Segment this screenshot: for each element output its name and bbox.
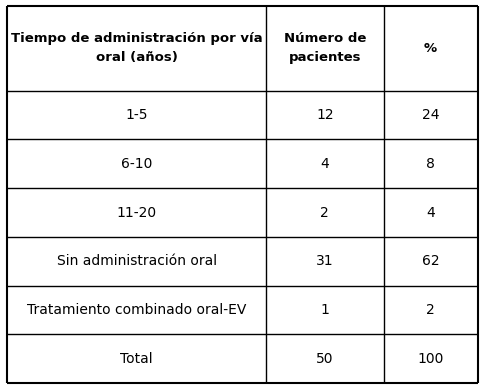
Text: Sin administración oral: Sin administración oral xyxy=(57,254,216,268)
Text: 4: 4 xyxy=(320,157,329,171)
Text: 2: 2 xyxy=(425,303,434,317)
Text: 11-20: 11-20 xyxy=(116,205,156,219)
Text: 31: 31 xyxy=(316,254,333,268)
Text: 50: 50 xyxy=(316,352,333,366)
Text: 12: 12 xyxy=(316,108,333,122)
Text: %: % xyxy=(423,42,437,55)
Text: 2: 2 xyxy=(320,205,329,219)
Text: 6-10: 6-10 xyxy=(121,157,152,171)
Text: Total: Total xyxy=(120,352,152,366)
Text: 1: 1 xyxy=(320,303,329,317)
Text: Tiempo de administración por vía
oral (años): Tiempo de administración por vía oral (a… xyxy=(11,32,262,64)
Text: 62: 62 xyxy=(421,254,439,268)
Text: 4: 4 xyxy=(425,205,434,219)
Text: 8: 8 xyxy=(425,157,434,171)
Text: 100: 100 xyxy=(417,352,443,366)
Text: 24: 24 xyxy=(421,108,439,122)
Text: 1-5: 1-5 xyxy=(125,108,148,122)
Text: Número de
pacientes: Número de pacientes xyxy=(283,32,365,64)
Text: Tratamiento combinado oral-EV: Tratamiento combinado oral-EV xyxy=(27,303,246,317)
